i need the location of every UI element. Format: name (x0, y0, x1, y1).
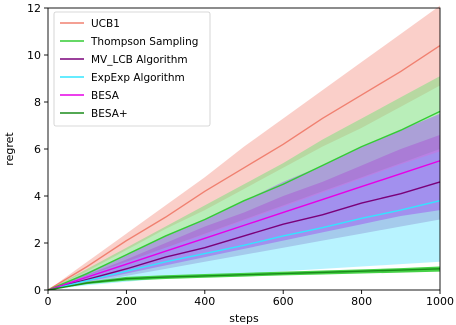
legend-label-besa-: BESA+ (91, 108, 128, 120)
y-tick-label: 2 (34, 237, 41, 250)
legend-label-thompson-sampling: Thompson Sampling (90, 36, 198, 48)
band-ucb1 (48, 5, 440, 291)
y-tick-label: 8 (34, 96, 41, 109)
y-tick-label: 6 (34, 143, 41, 156)
x-tick-label: 1000 (426, 295, 454, 308)
line-expexp-algorithm (47, 200, 441, 291)
x-tick-label: 600 (273, 295, 294, 308)
line-ucb1 (47, 45, 441, 291)
y-axis-label: regret (3, 132, 16, 166)
axes: 0 200 400 600 800 1000 0 2 4 6 8 10 12 (27, 2, 454, 308)
legend-label-expexp-algorithm: ExpExp Algorithm (91, 72, 185, 84)
legend-label-mv-lcb-algorithm: MV_LCB Algorithm (91, 54, 188, 66)
y-tick-label: 10 (27, 49, 41, 62)
legend-label-besa: BESA (91, 90, 120, 102)
legend-box (53, 11, 211, 127)
line-besa- (47, 268, 441, 291)
x-tick-label: 400 (194, 295, 215, 308)
y-tick-label: 4 (34, 190, 41, 203)
line-besa (47, 160, 441, 291)
x-tick-label: 800 (351, 295, 372, 308)
legend: UCB1 Thompson Sampling MV_LCB Algorithm Exp… (53, 11, 211, 127)
x-tick-label: 0 (45, 295, 52, 308)
y-tick-label: 12 (27, 2, 41, 15)
legend-label-ucb1: UCB1 (91, 18, 120, 30)
line-mv-lcb-algorithm (47, 181, 441, 291)
line-thompson-sampling (47, 110, 441, 291)
x-tick-label: 200 (116, 295, 137, 308)
series-lines (47, 45, 441, 291)
band-thompson-sampling (48, 76, 440, 291)
y-tick-label: 0 (34, 284, 41, 297)
x-axis-label: steps (229, 312, 259, 325)
